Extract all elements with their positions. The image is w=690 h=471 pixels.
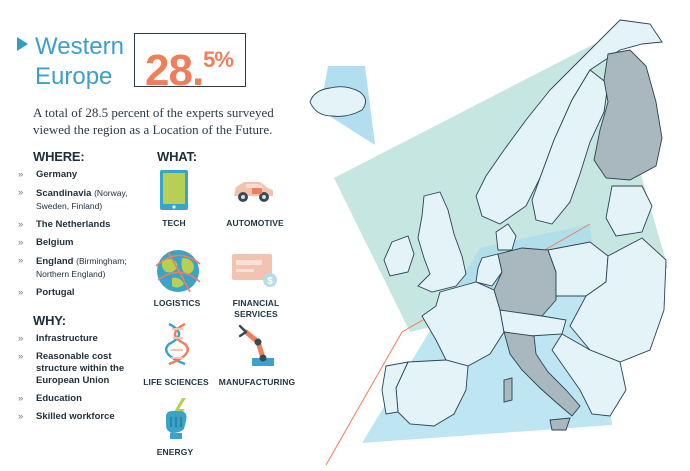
percentage-main: 28. bbox=[145, 46, 204, 95]
robot-arm-icon bbox=[236, 322, 278, 370]
list-item: » Skilled workforce bbox=[18, 411, 136, 423]
what-label-financial: FINANCIAL SERVICES bbox=[232, 298, 280, 319]
why-list: » Infrastructure » Reasonable cost structu… bbox=[18, 333, 136, 423]
where-item-note: (Norway, Sweden, Finland) bbox=[36, 188, 128, 211]
portugal-shape bbox=[381, 361, 409, 415]
great-britain-shape bbox=[417, 191, 467, 293]
what-heading: WHAT: bbox=[157, 149, 197, 164]
bullet-icon: » bbox=[18, 393, 24, 404]
what-label-life-sciences: LIFE SCIENCES bbox=[143, 377, 209, 387]
where-heading: WHERE: bbox=[33, 149, 85, 164]
bullet-icon: » bbox=[18, 237, 24, 248]
percentage-box bbox=[134, 33, 246, 87]
balkans-shape bbox=[551, 333, 627, 417]
bullet-icon: » bbox=[18, 219, 24, 230]
why-item-label: Infrastructure bbox=[36, 333, 98, 344]
list-item: » Infrastructure bbox=[18, 333, 136, 345]
region-title-line2: Europe bbox=[35, 63, 113, 90]
sweden-shape bbox=[531, 69, 609, 225]
iceland-shape bbox=[309, 86, 366, 117]
bullet-icon: » bbox=[18, 333, 24, 344]
lightning-fist-icon bbox=[160, 397, 192, 441]
what-label-tech: TECH bbox=[162, 218, 186, 228]
finland-shape bbox=[593, 49, 663, 181]
europe-map bbox=[290, 10, 690, 471]
list-item: » England (Birmingham; Northern England) bbox=[18, 255, 138, 281]
norway-shape bbox=[475, 19, 663, 225]
tablet-icon bbox=[157, 168, 191, 212]
why-item-label: Reasonable cost structure within the Eur… bbox=[36, 351, 125, 386]
bullet-icon: » bbox=[18, 255, 24, 266]
where-item-label: Scandinavia bbox=[36, 188, 92, 199]
where-item-note: (Birmingham; Northern England) bbox=[36, 256, 127, 279]
bullet-icon: » bbox=[18, 351, 24, 362]
where-item-label: Germany bbox=[36, 169, 78, 180]
germany-shape bbox=[493, 247, 557, 321]
bullet-icon: » bbox=[18, 169, 24, 180]
what-label-energy: ENERGY bbox=[156, 447, 194, 457]
bullet-icon: » bbox=[18, 287, 24, 298]
car-icon bbox=[230, 175, 276, 205]
play-arrow-icon bbox=[17, 37, 28, 51]
region-title: Western Europe bbox=[35, 32, 124, 92]
intro-text: A total of 28.5 percent of the experts s… bbox=[33, 105, 274, 137]
bullet-icon: » bbox=[18, 187, 24, 198]
france-shape bbox=[421, 281, 505, 367]
why-item-label: Education bbox=[36, 393, 82, 404]
globe-routes-icon bbox=[150, 244, 206, 296]
percentage-sup: 5% bbox=[203, 47, 234, 72]
list-item: » Portugal bbox=[18, 287, 138, 299]
what-label-automotive: AUTOMOTIVE bbox=[226, 218, 284, 228]
why-heading: WHY: bbox=[33, 313, 66, 328]
list-item: » Education bbox=[18, 393, 136, 405]
where-list: » Germany » Scandinavia (Norway, Sweden, F… bbox=[18, 169, 138, 299]
percentage-value: 28.5% bbox=[145, 34, 234, 97]
list-item: » Germany bbox=[18, 169, 138, 181]
baltic-states-shape bbox=[605, 185, 653, 237]
dna-icon bbox=[163, 322, 193, 366]
list-item: » Scandinavia (Norway, Sweden, Finland) bbox=[18, 187, 138, 213]
credit-card-icon: $ bbox=[230, 250, 278, 292]
svg-text:$: $ bbox=[267, 276, 273, 287]
what-label-manufacturing: MANUFACTURING bbox=[218, 377, 296, 387]
where-item-label: Portugal bbox=[36, 287, 75, 298]
italy-shape bbox=[503, 331, 581, 417]
ireland-shape bbox=[383, 235, 415, 277]
region-title-line1: Western bbox=[35, 33, 124, 60]
list-item: » Belgium bbox=[18, 237, 138, 249]
sardinia-shape bbox=[503, 377, 513, 403]
why-item-label: Skilled workforce bbox=[36, 411, 115, 422]
list-item: » The Netherlands bbox=[18, 219, 138, 231]
bullet-icon: » bbox=[18, 411, 24, 422]
where-item-label: The Netherlands bbox=[36, 219, 111, 230]
list-item: » Reasonable cost structure within the Eu… bbox=[18, 351, 136, 387]
where-item-label: Belgium bbox=[36, 237, 74, 248]
denmark-shape bbox=[495, 223, 517, 251]
where-item-label: England bbox=[36, 256, 74, 267]
what-label-logistics: LOGISTICS bbox=[153, 298, 201, 308]
sicily-shape bbox=[549, 417, 571, 431]
